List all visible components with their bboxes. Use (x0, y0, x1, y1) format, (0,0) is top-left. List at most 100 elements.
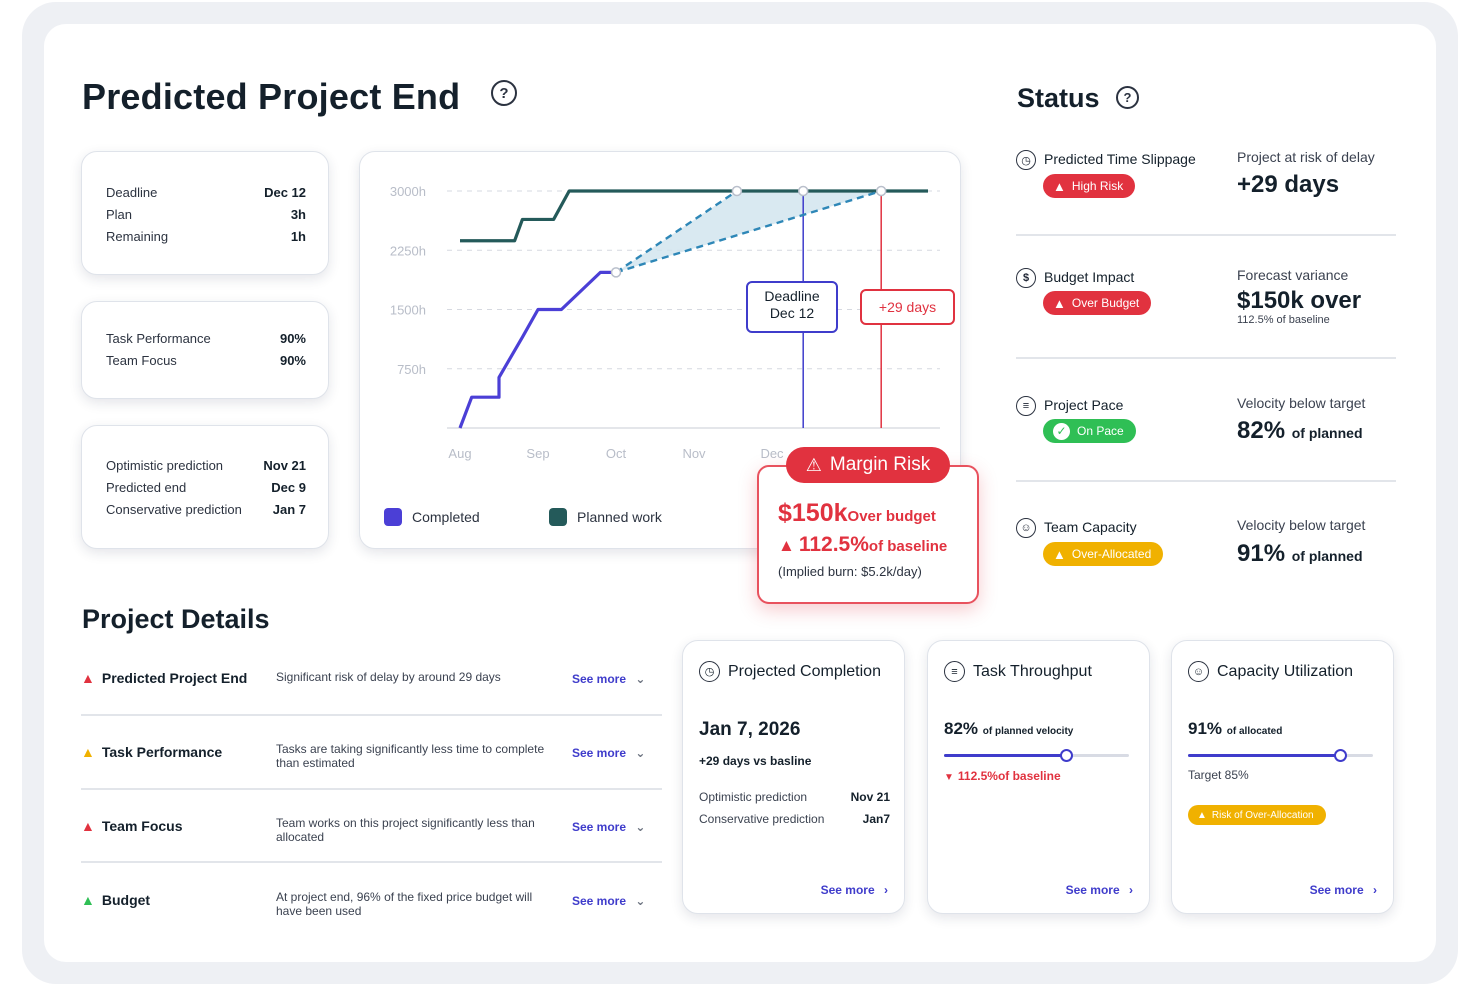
badge-label: Over-Allocated (1071, 547, 1152, 561)
x-tick-label: Oct (606, 446, 627, 461)
triangle-down-icon: ▼ (944, 772, 954, 783)
see-more-label: See more (572, 894, 627, 908)
status-sub: Velocity below target (1237, 517, 1366, 533)
card-title-label: Capacity Utilization (1217, 662, 1354, 680)
chevron-down-icon: ⌄ (635, 894, 646, 908)
legend-planned: Planned work (549, 508, 662, 526)
margin-risk-amount: $150k (778, 499, 848, 527)
x-tick-label: Aug (448, 446, 471, 461)
see-more-link[interactable]: See more ⌄ (572, 894, 645, 908)
status-sub: Forecast variance (1237, 267, 1349, 283)
detail-desc: Team works on this project significantly… (276, 816, 535, 844)
margin-risk-card: $150kOver budget ▲ 112.5%of baseline (Imp… (757, 465, 979, 604)
see-more-label: See more (572, 820, 627, 834)
status-sub: Project at risk of delay (1237, 149, 1375, 165)
margin-risk-amount-line: $150kOver budget (778, 499, 936, 528)
see-more-link[interactable]: See more ⌄ (572, 820, 645, 834)
detail-desc: Significant risk of delay by around 29 d… (276, 670, 501, 684)
status-name: Project Pace (1044, 397, 1124, 413)
warning-icon: ▲ (81, 744, 95, 760)
clock-icon: ◷ (1016, 150, 1036, 170)
warning-icon: ⚠ (805, 454, 822, 475)
team-icon: ☺ (1188, 661, 1209, 682)
completed-series-line (458, 270, 616, 429)
status-value: 82% (1237, 417, 1286, 444)
status-value-suffix: of planned (1291, 548, 1363, 564)
throughput-value: 82% (944, 719, 979, 738)
team-focus-label: Team Focus (106, 353, 177, 368)
see-more-label: See more (1309, 883, 1364, 897)
conservative-projection-line (615, 189, 882, 274)
status-divider (1016, 480, 1396, 482)
status-name: Budget Impact (1044, 269, 1135, 285)
over-budget-badge: ▲ Over Budget (1043, 291, 1152, 315)
legend-planned-swatch (549, 508, 567, 526)
card-title: ◷ Projected Completion (699, 661, 881, 682)
capacity-value-suffix: of allocated (1226, 726, 1283, 737)
x-tick-label: Nov (682, 446, 706, 461)
y-tick-label: 750h (397, 362, 426, 377)
throughput-progress-fill (944, 754, 1067, 757)
warning-icon: ▲ (1197, 809, 1207, 821)
see-more-label: See more (820, 883, 875, 897)
legend-completed: Completed (384, 508, 480, 526)
status-title: Status (1017, 83, 1100, 113)
margin-risk-pct: 112.5% (798, 533, 869, 556)
see-more-label: See more (1065, 883, 1120, 897)
detail-title: ▲ Team Focus (81, 818, 183, 834)
legend-completed-swatch (384, 508, 402, 526)
margin-risk-pill[interactable]: ⚠ Margin Risk (786, 447, 950, 483)
see-more-link[interactable]: See more ⌄ (572, 746, 645, 760)
margin-risk-amount-suffix: Over budget (847, 508, 936, 525)
deadline-callout-date: Dec 12 (769, 305, 815, 321)
optimistic-value: Nov 21 (850, 790, 890, 804)
detail-desc: At project end, 96% of the fixed price b… (276, 890, 533, 918)
status-name: Predicted Time Slippage (1044, 151, 1196, 167)
margin-risk-pill-label: Margin Risk (829, 454, 931, 475)
task-performance-label: Task Performance (106, 331, 211, 346)
see-more-link[interactable]: See more › (1310, 883, 1377, 897)
card-title-label: Task Throughput (973, 662, 1092, 680)
badge-label: Over Budget (1071, 296, 1140, 310)
help-icon[interactable]: ? (491, 80, 517, 106)
throughput-value-line: 82% of planned velocity (944, 719, 1073, 739)
see-more-label: See more (572, 672, 627, 686)
pace-icon: ≡ (944, 661, 965, 682)
dollar-icon: $ (1016, 268, 1036, 288)
detail-desc: Tasks are taking significantly less time… (276, 742, 545, 770)
see-more-link[interactable]: See more ⌄ (572, 672, 645, 686)
throughput-value-suffix: of planned velocity (982, 726, 1074, 737)
warning-icon: ▲ (1053, 546, 1066, 562)
see-more-link[interactable]: See more › (821, 883, 888, 897)
status-divider (1016, 357, 1396, 359)
team-focus-row: Team Focus 90% (106, 353, 306, 368)
project-details-title: Project Details (82, 604, 270, 634)
conservative-label: Conservative prediction (106, 502, 242, 517)
prediction-card: Optimistic prediction Nov 21 Predicted en… (81, 425, 329, 549)
x-tick-label: Sep (526, 446, 549, 461)
predicted-end-row: Predicted end Dec 9 (106, 480, 306, 495)
chevron-down-icon: ⌄ (635, 672, 646, 686)
pace-icon: ≡ (1016, 396, 1036, 416)
detail-title-label: Task Performance (101, 744, 223, 760)
chevron-down-icon: ⌄ (635, 746, 646, 760)
see-more-link[interactable]: See more › (1066, 883, 1133, 897)
conservative-value: Jan 7 (272, 502, 306, 517)
status-small: 112.5% of baseline (1237, 314, 1330, 326)
projection-point (610, 267, 622, 278)
status-help-icon[interactable]: ? (1116, 86, 1139, 109)
capacity-target: Target 85% (1188, 768, 1249, 782)
on-pace-badge: ✓ On Pace (1043, 419, 1136, 443)
throughput-trend-label: 112.5%of baseline (957, 769, 1061, 783)
throughput-progress (944, 749, 1129, 762)
optimistic-label: Optimistic prediction (106, 458, 224, 473)
status-value-line: 91% of planned (1237, 540, 1363, 568)
plan-value: 3h (290, 207, 306, 222)
clock-icon: ◷ (699, 661, 720, 682)
legend-planned-label: Planned work (577, 509, 662, 525)
check-icon: ✓ (1053, 422, 1070, 440)
over-allocation-badge: ▲ Risk of Over-Allocation (1188, 805, 1326, 825)
deadline-callout-label: Deadline (764, 288, 820, 304)
deadline-row: Deadline Dec 12 (106, 185, 306, 200)
